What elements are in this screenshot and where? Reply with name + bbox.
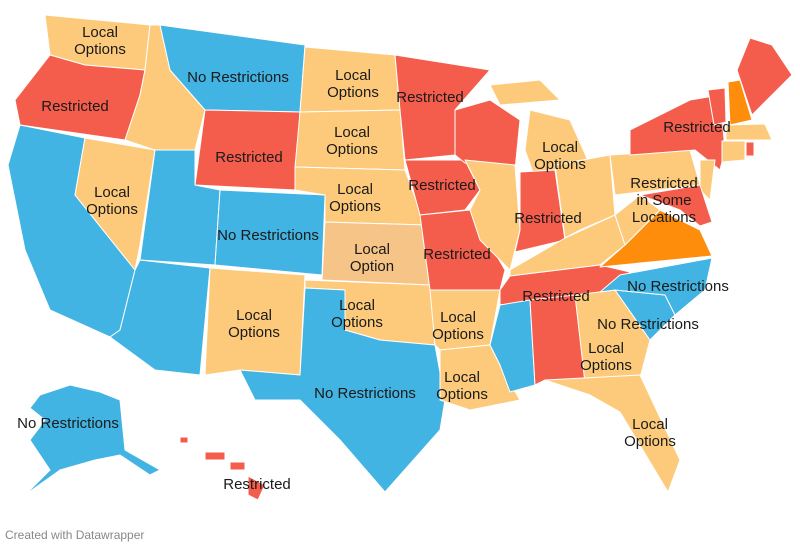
state	[639, 184, 713, 227]
region-label: Local	[82, 24, 118, 41]
state	[247, 475, 266, 501]
state	[109, 259, 211, 376]
state	[736, 37, 793, 116]
state	[727, 79, 753, 126]
state	[454, 99, 521, 171]
region-label: Options	[331, 314, 383, 331]
state	[404, 159, 481, 216]
region-label: Restricted	[408, 177, 476, 194]
state	[419, 209, 506, 291]
state	[544, 374, 681, 493]
state	[239, 287, 446, 493]
state	[74, 137, 156, 271]
region-label: Options	[580, 357, 632, 374]
region-label: Restricted	[663, 119, 731, 136]
state	[614, 194, 661, 246]
region-label: Option	[350, 258, 394, 275]
state	[707, 87, 727, 126]
state	[464, 159, 521, 271]
region-label: Local	[440, 309, 476, 326]
state	[699, 159, 716, 201]
state	[489, 79, 561, 106]
region-label: Locations	[632, 209, 696, 226]
region-label: Local	[236, 307, 272, 324]
states	[7, 14, 793, 501]
region-label: Local	[337, 181, 373, 198]
region-label: No Restrictions	[314, 385, 416, 402]
region-label: Restricted	[215, 149, 283, 166]
region-label: No Restrictions	[217, 227, 319, 244]
state	[599, 209, 713, 268]
region-label: Restricted	[223, 476, 291, 493]
region-label: Options	[432, 326, 484, 343]
region-label: Local	[94, 184, 130, 201]
region-label: Options	[86, 201, 138, 218]
region-label: Local	[334, 124, 370, 141]
state	[179, 436, 189, 444]
region-label: Local	[339, 297, 375, 314]
state	[24, 384, 161, 496]
region-label: Restricted	[514, 210, 582, 227]
region-label: No Restrictions	[187, 69, 289, 86]
region-label: Restricted	[396, 89, 464, 106]
region-label: No Restrictions	[17, 415, 119, 432]
region-label: Options	[436, 386, 488, 403]
region-label: Restricted	[41, 98, 109, 115]
region-label: Local	[588, 340, 624, 357]
state	[745, 141, 755, 157]
credit: Created with Datawrapper	[5, 528, 144, 542]
region-label: Options	[228, 324, 280, 341]
state	[229, 461, 246, 471]
region-label: No Restrictions	[597, 316, 699, 333]
state	[204, 451, 226, 461]
region-label: Options	[327, 84, 379, 101]
region-label: Options	[326, 141, 378, 158]
region-label: Restricted	[630, 175, 698, 192]
state	[721, 140, 746, 163]
state	[599, 257, 713, 316]
state	[725, 123, 773, 141]
region-label: Restricted	[522, 288, 590, 305]
state	[514, 169, 566, 253]
region-label: Local	[444, 369, 480, 386]
region-label: in Some	[636, 192, 691, 209]
region-label: Local	[335, 67, 371, 84]
region-label: Options	[74, 41, 126, 58]
region-label: Restricted	[423, 246, 491, 263]
region-label: Local	[632, 416, 668, 433]
region-label: No Restrictions	[627, 278, 729, 295]
region-label: Options	[534, 156, 586, 173]
region-label: Local	[354, 241, 390, 258]
region-label: Options	[624, 433, 676, 450]
region-label: Options	[329, 198, 381, 215]
region-label: Local	[542, 139, 578, 156]
